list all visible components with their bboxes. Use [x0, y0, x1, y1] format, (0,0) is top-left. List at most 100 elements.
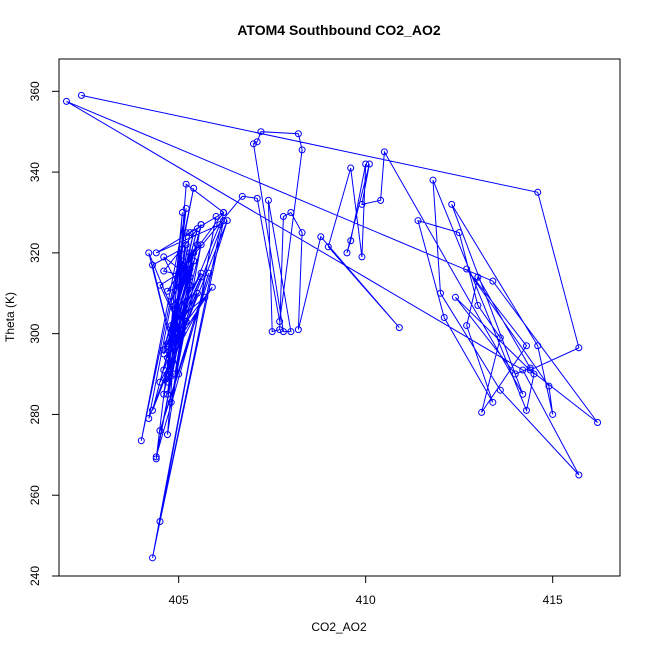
data-point [238, 192, 246, 200]
x-tick-label: 410 [356, 593, 376, 607]
data-point [171, 314, 179, 321]
data-point [193, 225, 201, 233]
data-point [197, 241, 205, 249]
data-point [294, 130, 302, 138]
data-point [380, 148, 388, 156]
data-point [519, 366, 527, 374]
data-point [193, 241, 201, 249]
data-point [276, 326, 284, 334]
data-point [160, 253, 168, 261]
data-point [358, 253, 366, 261]
data-point [171, 305, 179, 313]
data-point [511, 370, 519, 378]
data-point [347, 164, 355, 172]
data-point [264, 196, 272, 204]
data-point [343, 249, 351, 257]
data-point [448, 200, 456, 208]
data-point [145, 249, 153, 257]
data-point [414, 217, 422, 225]
data-point [594, 419, 602, 427]
data-point [175, 283, 183, 291]
data-point [347, 237, 355, 245]
data-point [163, 354, 171, 362]
data-point [77, 91, 85, 99]
data-point [186, 281, 194, 289]
data-point [489, 398, 497, 406]
data-point [160, 366, 168, 374]
data-point [171, 318, 179, 326]
data-point [171, 370, 179, 378]
data-point [197, 221, 205, 229]
data-point [163, 378, 171, 386]
data-point [212, 213, 220, 221]
data-point [149, 406, 156, 414]
data-point [152, 453, 160, 461]
data-point [395, 324, 403, 332]
data-point [186, 249, 194, 257]
data-point [429, 176, 437, 184]
data-point [190, 257, 198, 265]
data-point [436, 289, 444, 297]
data-point [362, 160, 370, 168]
data-point [253, 138, 261, 146]
data-point [62, 97, 70, 105]
data-point [249, 140, 257, 148]
data-point [178, 245, 186, 253]
data-point [163, 287, 171, 295]
data-point [220, 208, 228, 216]
data-point [496, 334, 504, 342]
data-point [549, 410, 557, 418]
data-point [253, 194, 261, 202]
data-point [152, 249, 160, 257]
data-point [186, 273, 194, 281]
data-point [575, 471, 583, 479]
x-axis: 405 410 415 [169, 575, 563, 607]
y-tick-label: 240 [28, 566, 42, 586]
data-point [279, 328, 287, 336]
data-point [440, 314, 448, 321]
data-point [279, 213, 287, 221]
data-point [160, 390, 168, 398]
data-point [197, 269, 205, 277]
data-point [205, 269, 213, 277]
data-point [156, 281, 164, 289]
data-point [474, 273, 482, 281]
data-point [182, 204, 190, 212]
data-point [163, 431, 171, 439]
data-point [223, 217, 231, 225]
y-tick-label: 360 [28, 81, 42, 101]
data-point [216, 221, 224, 229]
data-point [167, 338, 175, 346]
data-point [208, 283, 216, 291]
data-point [523, 406, 530, 414]
data-point [534, 188, 542, 196]
data-point [182, 265, 190, 273]
data-point [220, 217, 228, 225]
data-point [530, 370, 538, 378]
data-point [287, 328, 295, 336]
data-point [149, 554, 156, 562]
data-point [171, 330, 179, 338]
data-point [186, 229, 194, 237]
data-point [197, 273, 205, 281]
data-point [152, 455, 160, 463]
x-tick-label: 405 [169, 593, 189, 607]
y-tick-label: 340 [28, 162, 42, 182]
data-point [534, 342, 542, 350]
data-point [149, 261, 156, 269]
data-point [175, 269, 183, 277]
data-point [268, 328, 276, 336]
y-tick-label: 320 [28, 243, 42, 263]
data-point [190, 249, 198, 257]
data-point [186, 265, 194, 273]
chart-title: ATOM4 Southbound CO2_AO2 [237, 22, 440, 38]
data-point [478, 408, 486, 416]
x-axis-label: CO2_AO2 [311, 620, 367, 634]
data-point [167, 330, 175, 338]
data-point [455, 229, 463, 237]
data-point [160, 350, 168, 358]
y-axis-label: Theta (K) [3, 292, 17, 342]
data-point [182, 180, 190, 188]
data-point [156, 517, 164, 525]
